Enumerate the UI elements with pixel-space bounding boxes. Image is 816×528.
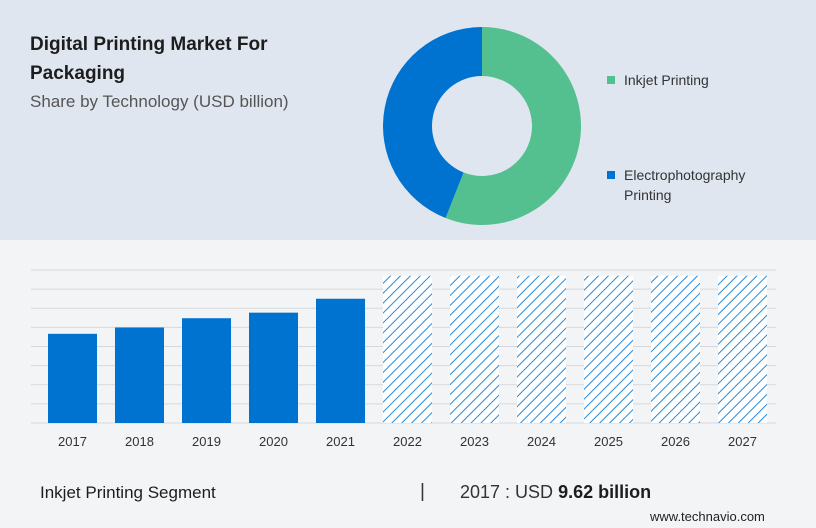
legend-swatch-electrophotography (607, 171, 615, 179)
x-tick-label: 2022 (393, 434, 422, 449)
bar-2018 (115, 327, 164, 423)
footer-separator: | (420, 481, 425, 502)
brand-url: www.technavio.com (650, 509, 765, 524)
forecast-bar-2025 (584, 275, 633, 423)
segment-value: 2017 : USD 9.62 billion (460, 482, 651, 503)
forecast-bar-2026 (651, 275, 700, 423)
chart-title: Digital Printing Market For Packaging (30, 34, 268, 84)
donut-segment-0 (445, 27, 581, 226)
bar-2020 (249, 312, 298, 423)
x-tick-label: 2023 (460, 434, 489, 449)
donut-chart (383, 27, 581, 226)
x-tick-label: 2017 (58, 434, 87, 449)
chart-subtitle: Share by Technology (USD billion) (30, 92, 289, 111)
x-tick-label: 2027 (728, 434, 757, 449)
x-tick-label: 2019 (192, 434, 221, 449)
bar-2019 (182, 318, 231, 423)
segment-value-amount: 9.62 billion (558, 482, 652, 502)
x-tick-label: 2021 (326, 434, 355, 449)
segment-value-prefix: 2017 : USD (460, 482, 554, 502)
donut-segment-1 (383, 27, 482, 219)
legend-item-electrophotography: Electrophotography Printing (607, 165, 767, 205)
segment-label: Inkjet Printing Segment (40, 483, 216, 502)
x-tick-label: 2026 (661, 434, 690, 449)
bar-2021 (316, 298, 365, 423)
legend-label-inkjet: Inkjet Printing (624, 72, 709, 88)
x-tick-label: 2020 (259, 434, 288, 449)
forecast-bar-2022 (383, 275, 432, 423)
forecast-bar-2023 (450, 275, 499, 423)
forecast-bar-2027 (718, 275, 767, 423)
x-tick-label: 2024 (527, 434, 556, 449)
legend-swatch-inkjet (607, 76, 615, 84)
x-tick-label: 2018 (125, 434, 154, 449)
bar-2017 (48, 333, 97, 423)
forecast-bar-2024 (517, 275, 566, 423)
x-tick-label: 2025 (594, 434, 623, 449)
legend-item-inkjet: Inkjet Printing (607, 70, 709, 90)
legend-label-electrophotography: Electrophotography Printing (624, 167, 746, 203)
bar-chart: 2017 2018 2019 2020 2021 2022 2023 2024 2025 2026… (31, 269, 776, 449)
